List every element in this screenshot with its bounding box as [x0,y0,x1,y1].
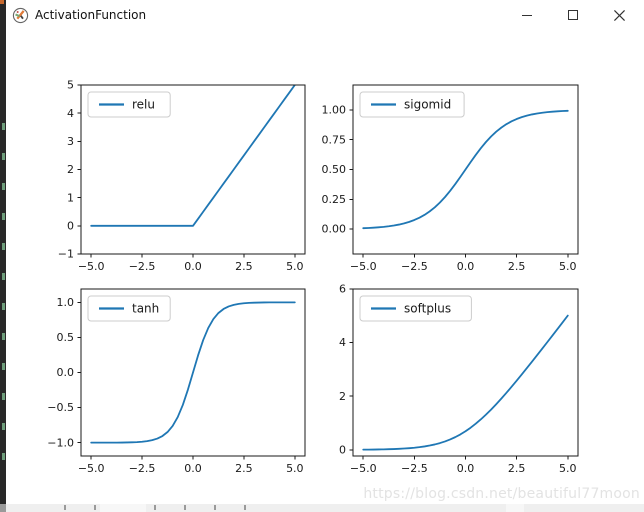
legend-relu: relu [87,91,171,118]
x-tick-label: −5.0 [78,260,105,273]
x-tick-label: 5.0 [286,260,304,273]
x-tick-label: −2.5 [129,260,156,273]
subplot-relu: −5.0 −2.5 0.0 2.5 5.0 −1 0 1 2 3 4 5 relu [58,79,306,273]
y-tick-label: 0.0 [57,366,75,379]
y-tick-labels: −1 0 1 2 3 4 5 [58,79,81,261]
y-tick-labels: −1.0 −0.5 0.0 0.5 1.0 [47,296,81,449]
x-tick-labels: −5.0 −2.5 0.0 2.5 5.0 [78,456,304,475]
x-tick-label: −2.5 [129,462,156,475]
x-tick-label: 0.0 [457,260,475,273]
figure-canvas: −5.0 −2.5 0.0 2.5 5.0 −1 0 1 2 3 4 5 relu −5.0 −2.5 0.0… [47,79,579,475]
relu-curve [90,85,296,227]
minimize-icon [522,15,532,16]
x-tick-label: 2.5 [235,462,253,475]
legend-tanh: tanh [87,295,171,322]
taskbar-edge-ticks [36,505,266,510]
y-tick-label: 2 [339,390,346,403]
x-tick-label: −5.0 [78,462,105,475]
x-tick-label: 2.5 [508,260,526,273]
close-icon [613,9,625,21]
x-tick-label: −5.0 [350,462,377,475]
legend-label: sigomid [404,98,451,112]
x-tick-label: 5.0 [286,462,304,475]
y-tick-label: 1.00 [322,104,347,117]
title-bar[interactable]: ActivationFunction [6,0,644,30]
legend-softplus: softplus [359,295,472,322]
legend-label: relu [132,98,155,112]
close-button[interactable] [596,0,642,30]
taskbar-edge-block [506,504,524,512]
matplotlib-logo-icon [12,7,29,24]
legend-sigomid: sigomid [359,91,465,118]
x-tick-label: 2.5 [235,260,253,273]
y-tick-label: −1.0 [47,436,74,449]
maximize-button[interactable] [550,0,596,30]
axes-frame [352,288,579,457]
axes-frame [352,84,579,255]
y-tick-label: −1 [58,248,74,261]
y-tick-label: 2 [67,163,74,176]
editor-gutter-marks [2,100,5,468]
x-tick-labels: −5.0 −2.5 0.0 2.5 5.0 [350,456,577,475]
y-tick-label: 0.5 [57,331,75,344]
x-tick-label: 2.5 [508,462,526,475]
watermark: https://blog.csdn.net/beautiful77moon [363,486,640,502]
y-tick-label: 0.25 [322,193,347,206]
window-controls [504,0,642,30]
tanh-curve [90,301,296,444]
editor-edge-foot [0,504,6,512]
subplot-softplus: −5.0 −2.5 0.0 2.5 5.0 0 2 4 6 softplus [339,283,579,475]
taskbar-edge-block [100,504,146,512]
x-tick-label: 0.0 [184,260,202,273]
minimize-button[interactable] [504,0,550,30]
x-tick-label: 5.0 [559,260,577,273]
y-tick-label: 0.00 [322,223,347,236]
y-tick-label: 5 [67,79,74,92]
figure-window: ActivationFunction [6,0,644,512]
y-tick-label: 0.50 [322,163,347,176]
maximize-icon [568,10,578,20]
softplus-curve [362,314,569,451]
editor-edge-orange-mark [0,0,4,4]
taskbar-edge [6,504,644,512]
x-tick-label: 5.0 [559,462,577,475]
x-tick-label: −2.5 [401,260,428,273]
x-tick-labels: −5.0 −2.5 0.0 2.5 5.0 [350,254,577,273]
y-tick-label: 1 [67,191,74,204]
sigomid-curve [362,109,569,230]
legend-label: tanh [132,302,159,316]
y-tick-labels: 0 2 4 6 [339,283,353,456]
y-tick-label: −0.5 [47,401,74,414]
y-tick-label: 4 [339,336,346,349]
x-tick-labels: −5.0 −2.5 0.0 2.5 5.0 [78,254,304,273]
window-title: ActivationFunction [35,8,147,22]
y-tick-label: 1.0 [57,296,75,309]
x-tick-label: 0.0 [184,462,202,475]
x-tick-label: 0.0 [457,462,475,475]
y-tick-label: 3 [67,135,74,148]
y-tick-labels: 0.00 0.25 0.50 0.75 1.00 [322,104,353,236]
x-tick-label: −2.5 [401,462,428,475]
y-tick-label: 4 [67,107,74,120]
y-tick-label: 0.75 [322,133,347,146]
subplot-tanh: −5.0 −2.5 0.0 2.5 5.0 −1.0 −0.5 0.0 0.5 1.0 tanh [47,288,306,475]
x-tick-label: −5.0 [350,260,377,273]
legend-label: softplus [404,302,451,316]
axes-frame [80,288,306,457]
axes-frame [80,84,306,255]
y-tick-label: 0 [339,443,346,456]
y-tick-label: 0 [67,219,74,232]
y-tick-label: 6 [339,283,346,296]
subplot-sigomid: −5.0 −2.5 0.0 2.5 5.0 0.00 0.25 0.50 0.75 1.00 sig… [322,84,579,273]
background-editor-edge [0,0,6,512]
